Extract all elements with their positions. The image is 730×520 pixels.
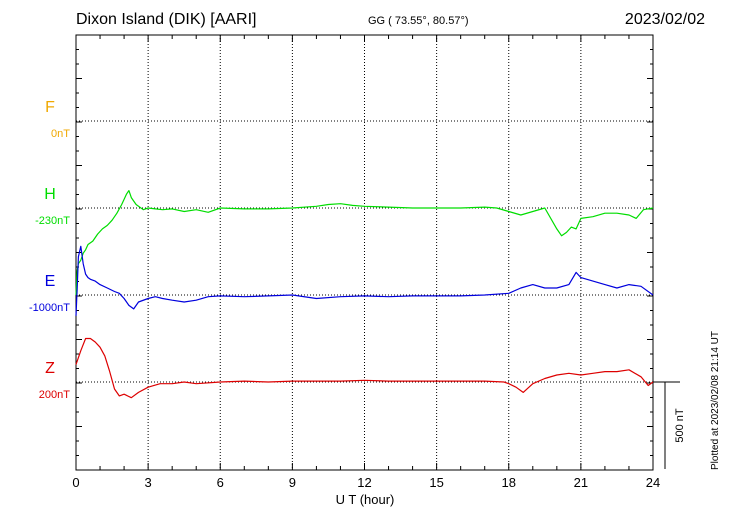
series-line-H [75,190,654,296]
x-tick-label: 3 [145,475,152,490]
series-baseline-F: 0nT [51,128,70,140]
plotted-timestamp: Plotted at 2023/02/08 21:14 UT [710,331,721,470]
series-lines [75,190,654,399]
series-baseline-H: -230nT [35,215,70,227]
series-baseline-E: -1000nT [29,302,70,314]
x-tick-labels: 0 3 6 9 12 15 18 21 24 [72,475,660,490]
series-line-E [75,245,654,316]
series-name-H: H [44,186,56,203]
station-coordinates: GG ( 73.55°, 80.57°) [368,15,469,27]
grid-lines [76,35,653,470]
date-label: 2023/02/02 [624,11,705,28]
x-tick-label: 12 [357,475,371,490]
x-tick-label: 9 [289,475,296,490]
series-baseline-Z: 200nT [39,389,70,401]
series-name-F: F [45,99,55,116]
x-tick-label: 0 [72,475,79,490]
x-tick-label: 15 [429,475,443,490]
x-tick-label: 18 [502,475,516,490]
scale-bar-label: 500 nT [674,408,686,443]
scale-bar: 500 nT [653,381,686,469]
plot-frame [75,34,654,471]
series-name-Z: Z [45,360,55,377]
x-tick-label: 24 [646,475,660,490]
station-title: Dixon Island (DIK) [AARI] [76,11,257,28]
series-labels: F 0nT H -230nT E -1000nT Z 200nT [29,99,70,401]
series-line-Z [75,337,654,399]
x-tick-label: 21 [574,475,588,490]
x-axis-label: U T (hour) [336,492,395,507]
series-name-E: E [45,273,56,290]
x-tick-label: 6 [217,475,224,490]
